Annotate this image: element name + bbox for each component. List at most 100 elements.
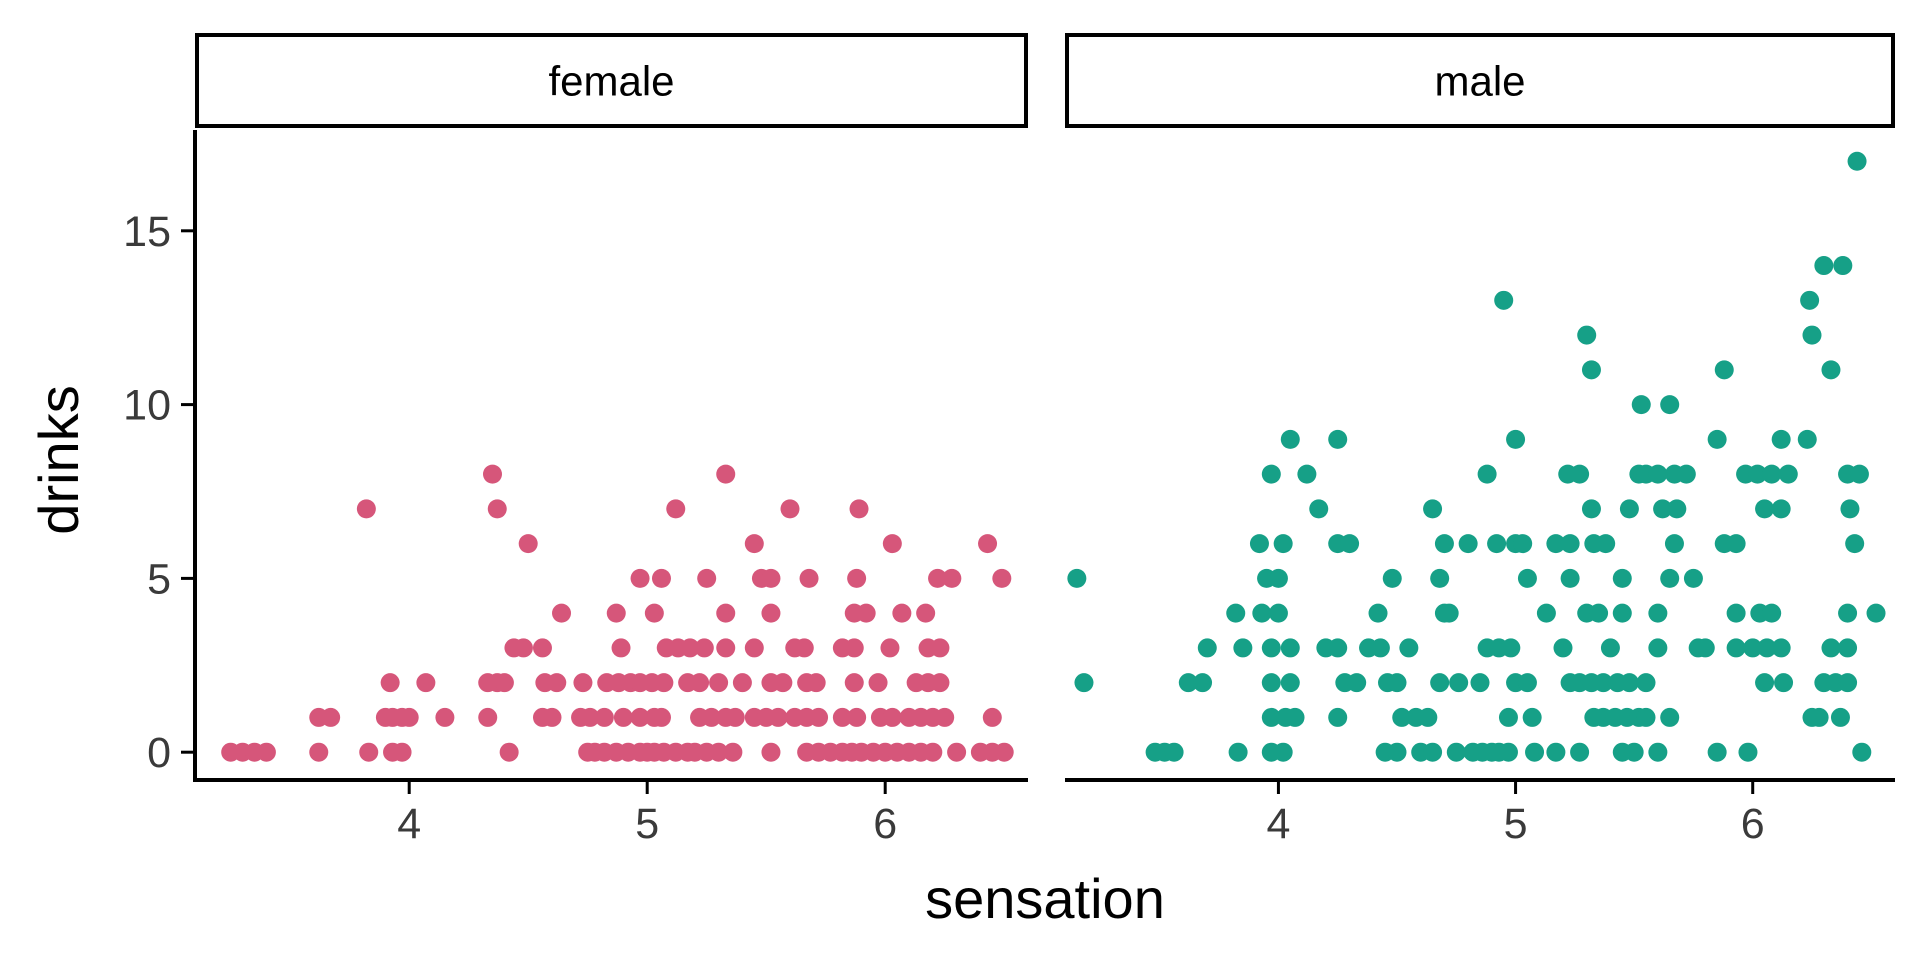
- data-point: [1581, 499, 1601, 519]
- data-point: [1593, 673, 1613, 693]
- data-point: [356, 499, 376, 519]
- data-point: [1328, 429, 1348, 449]
- data-point: [644, 603, 664, 623]
- data-point: [1439, 603, 1459, 623]
- data-point: [1513, 534, 1533, 554]
- data-point: [1636, 707, 1656, 727]
- y-tick-label: 15: [123, 208, 171, 256]
- data-point: [573, 673, 593, 693]
- data-point: [1577, 325, 1597, 345]
- data-point: [580, 707, 600, 727]
- data-point: [1560, 534, 1580, 554]
- data-point: [744, 534, 764, 554]
- data-point: [1249, 534, 1269, 554]
- data-point: [1774, 673, 1794, 693]
- data-point: [1226, 603, 1246, 623]
- data-point: [1757, 638, 1777, 658]
- data-point: [321, 707, 341, 727]
- data-point: [1328, 707, 1348, 727]
- data-point: [716, 464, 736, 484]
- data-point: [494, 673, 514, 693]
- data-point: [1370, 638, 1390, 658]
- data-point: [935, 707, 955, 727]
- data-point: [1536, 603, 1556, 623]
- data-point: [1446, 742, 1466, 762]
- data-point: [1838, 603, 1858, 623]
- data-point: [978, 534, 998, 554]
- data-point: [1800, 290, 1820, 310]
- data-point: [606, 603, 626, 623]
- data-point: [1771, 499, 1791, 519]
- data-point: [928, 568, 948, 588]
- facet-panel-male: male 4 5 6: [1065, 33, 1895, 848]
- data-point: [1683, 568, 1703, 588]
- data-point: [1178, 673, 1198, 693]
- data-point: [1660, 568, 1680, 588]
- data-point: [1193, 673, 1213, 693]
- data-point: [1387, 742, 1407, 762]
- data-point: [773, 673, 793, 693]
- data-point: [744, 638, 764, 658]
- data-point: [1648, 638, 1668, 658]
- data-point: [1268, 603, 1288, 623]
- data-point: [1285, 707, 1305, 727]
- data-point: [1458, 534, 1478, 554]
- data-point: [1747, 464, 1767, 484]
- data-point: [1268, 568, 1288, 588]
- data-point: [1197, 638, 1217, 658]
- data-point: [1660, 707, 1680, 727]
- data-point: [1821, 360, 1841, 380]
- data-point: [513, 638, 533, 658]
- data-point: [359, 742, 379, 762]
- x-tick-label: 4: [397, 800, 421, 848]
- data-point: [1487, 534, 1507, 554]
- x-axis-title: sensation: [925, 867, 1165, 930]
- data-point: [256, 742, 276, 762]
- data-point: [1707, 742, 1727, 762]
- data-point: [1612, 603, 1632, 623]
- data-point: [1660, 395, 1680, 415]
- data-point: [666, 499, 686, 519]
- data-point: [1838, 673, 1858, 693]
- data-point: [651, 707, 671, 727]
- data-point: [1297, 464, 1317, 484]
- y-tick-label: 10: [123, 382, 171, 430]
- data-point: [1847, 151, 1867, 171]
- data-point: [487, 499, 507, 519]
- data-point: [1866, 603, 1886, 623]
- data-point: [1494, 290, 1514, 310]
- data-point: [1695, 638, 1715, 658]
- data-point: [1762, 464, 1782, 484]
- data-point: [1707, 429, 1727, 449]
- data-point: [1477, 464, 1497, 484]
- data-point: [1849, 464, 1869, 484]
- data-point: [1589, 603, 1609, 623]
- data-point: [1771, 429, 1791, 449]
- data-point: [309, 742, 329, 762]
- data-point: [947, 742, 967, 762]
- data-point: [1418, 707, 1438, 727]
- data-point: [930, 673, 950, 693]
- data-point: [1430, 673, 1450, 693]
- data-point: [1233, 638, 1253, 658]
- data-point: [847, 568, 867, 588]
- data-point: [518, 534, 538, 554]
- data-point: [532, 638, 552, 658]
- data-point: [1347, 673, 1367, 693]
- x-tick-label: 5: [1504, 800, 1528, 848]
- data-point: [1636, 673, 1656, 693]
- data-point: [942, 568, 962, 588]
- data-point: [697, 568, 717, 588]
- data-point: [930, 638, 950, 658]
- data-point: [1340, 534, 1360, 554]
- data-point: [701, 707, 721, 727]
- y-tick-label: 0: [147, 729, 171, 777]
- data-point: [1280, 429, 1300, 449]
- data-point: [1648, 742, 1668, 762]
- data-point: [1309, 499, 1329, 519]
- data-point: [916, 603, 936, 623]
- data-point: [1261, 638, 1281, 658]
- data-point: [1261, 464, 1281, 484]
- data-point: [1762, 603, 1782, 623]
- data-point: [1631, 395, 1651, 415]
